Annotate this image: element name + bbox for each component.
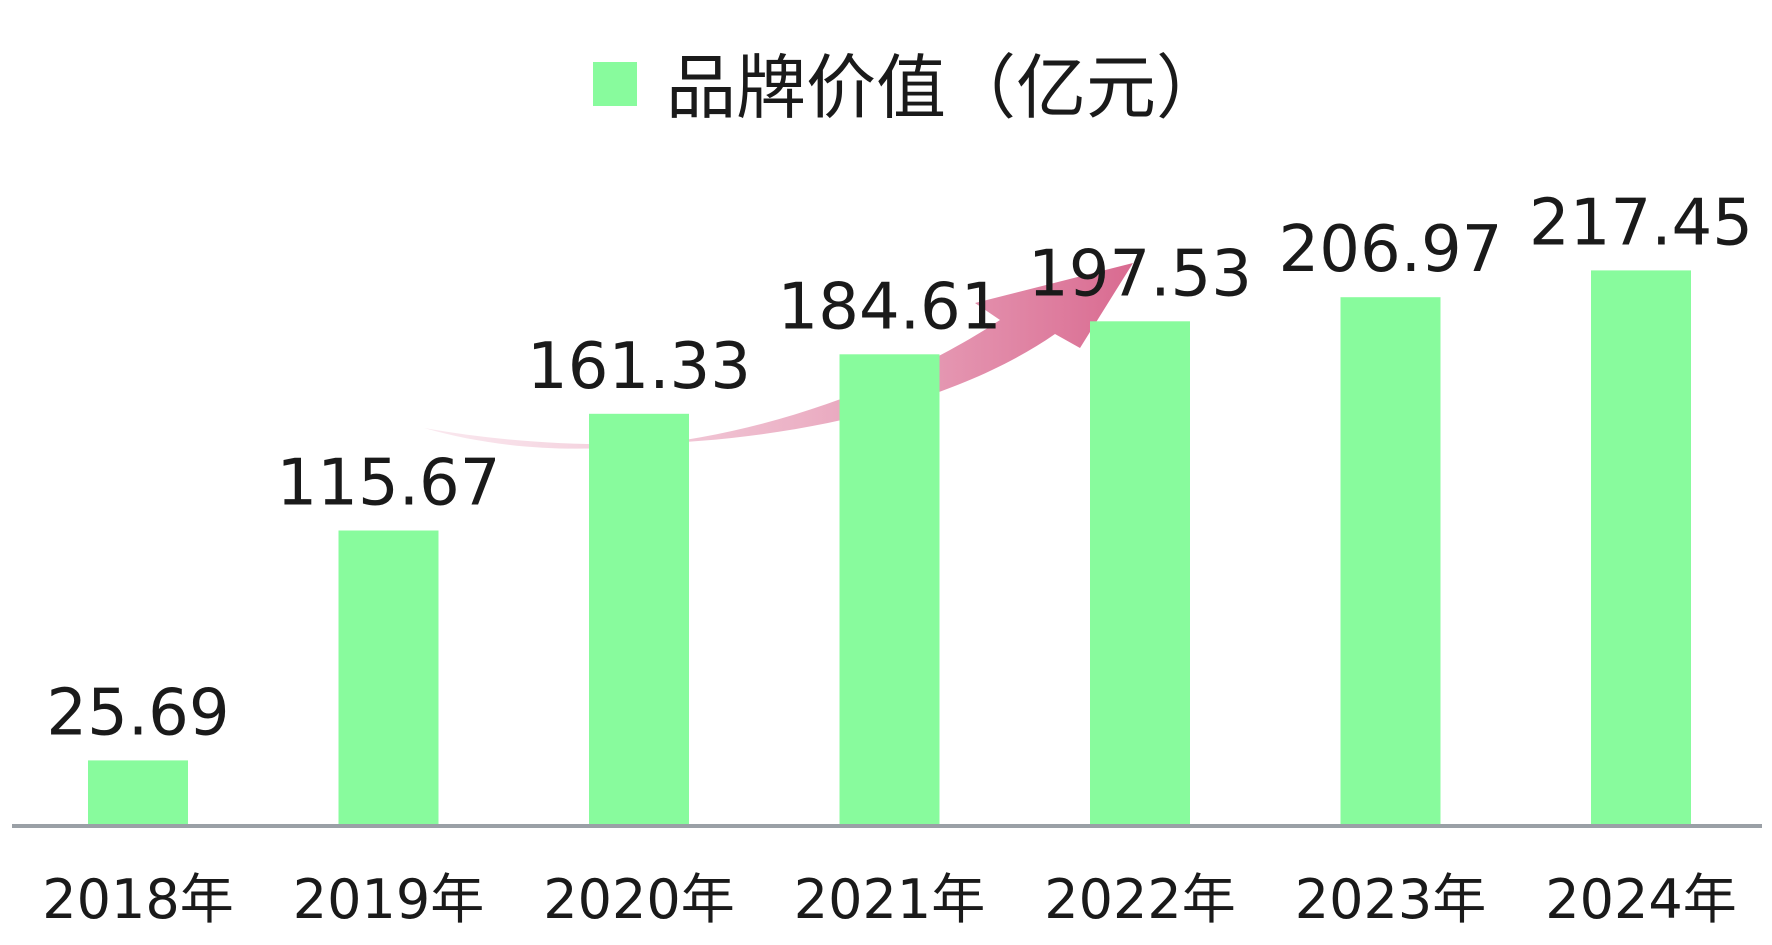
x-tick-label-4: 2022年 [1044,868,1235,931]
x-tick-label-3: 2021年 [794,868,985,931]
bar-5 [1340,297,1441,826]
bar-3 [839,354,940,826]
value-label-4: 197.53 [1028,237,1252,311]
bars-layer [88,270,1691,826]
value-labels-layer: 25.69 115.67 161.33 184.61 197.53 206.97 217.4… [46,186,1753,750]
legend-label: 品牌价值（亿元） [666,47,1226,129]
bar-1 [338,530,439,826]
x-tick-labels-layer: 2018年 2019年 2020年 2021年 2022年 2023年 2024年 [42,868,1736,931]
x-tick-label-2: 2020年 [543,868,734,931]
x-tick-label-1: 2019年 [293,868,484,931]
value-label-1: 115.67 [277,447,501,521]
value-label-2: 161.33 [527,330,751,404]
legend-swatch [593,62,637,106]
value-label-6: 217.45 [1529,186,1753,260]
trend-arrow-icon [424,263,1133,449]
bar-4 [1090,321,1190,826]
bar-2 [589,413,689,826]
x-tick-label-0: 2018年 [42,868,233,931]
x-tick-label-5: 2023年 [1295,868,1486,931]
x-tick-label-6: 2024年 [1545,868,1736,931]
legend: 品牌价值（亿元） [593,47,1226,129]
value-label-5: 206.97 [1279,213,1503,287]
bar-6 [1591,270,1691,826]
bar-0 [88,760,188,826]
value-label-3: 184.61 [778,270,1002,344]
value-label-0: 25.69 [46,676,229,750]
